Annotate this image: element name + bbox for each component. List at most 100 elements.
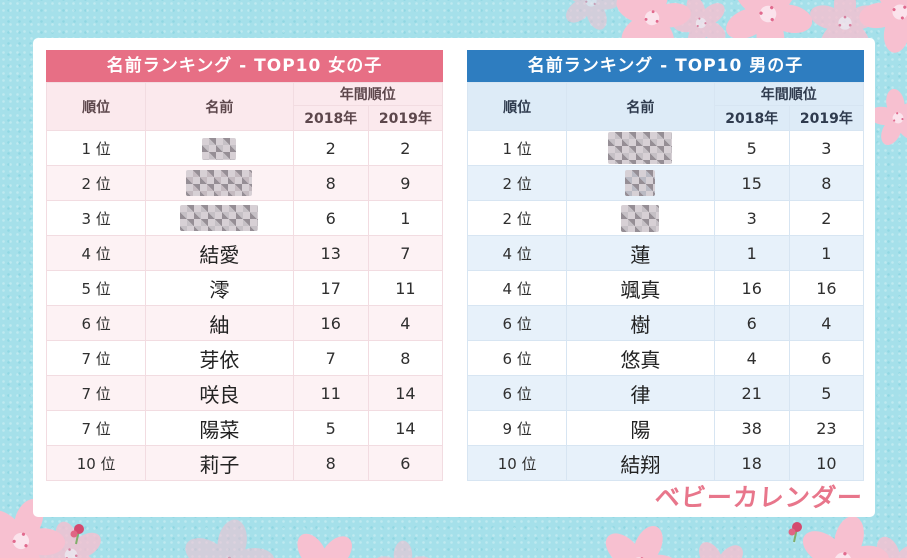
name-cell: 颯真 (566, 270, 715, 306)
censored-name-mosaic (202, 138, 237, 161)
table-row: 6 位律 21 5 (466, 375, 865, 411)
card: 名前ランキング - TOP10 女の子 順位 名前 年間順位 2018年 201… (33, 38, 875, 517)
sakura-blossom-icon (180, 518, 276, 558)
rank-cell: 2 位 (466, 200, 568, 236)
year-2018-cell: 4 (713, 340, 790, 376)
column-header-rank: 順位 (45, 82, 147, 131)
year-2018-cell: 6 (292, 200, 369, 236)
name-cell: 陽菜 (145, 410, 294, 446)
name-cell: 紬 (145, 305, 294, 341)
flower-bud-icon (70, 523, 85, 545)
table-row: 7 位陽菜 5 14 (45, 410, 444, 446)
sakura-blossom-icon (282, 528, 364, 558)
year-2019-cell: 3 (788, 130, 865, 166)
baby-calendar-logo: ベビーカレンダー (653, 483, 864, 512)
year-2019-cell: 1 (788, 235, 865, 271)
name-cell: 陽 (566, 410, 715, 446)
table-row: 5 位澪 17 11 (45, 270, 444, 306)
name-cell (145, 130, 294, 166)
year-2019-cell: 10 (788, 445, 865, 481)
girls-table-title: 名前ランキング - TOP10 女の子 (46, 50, 443, 82)
year-2019-cell: 5 (788, 375, 865, 411)
sakura-blossom-icon (686, 538, 752, 558)
year-2018-cell: 6 (713, 305, 790, 341)
rank-cell: 7 位 (45, 340, 147, 376)
name-cell: 結愛 (145, 235, 294, 271)
rank-cell: 10 位 (466, 445, 568, 481)
year-2019-cell: 4 (788, 305, 865, 341)
column-header-name: 名前 (566, 82, 715, 131)
girls-ranking-section: 名前ランキング - TOP10 女の子 順位 名前 年間順位 2018年 201… (45, 50, 444, 481)
year-2019-cell: 7 (367, 235, 444, 271)
rank-cell: 6 位 (466, 375, 568, 411)
rank-cell: 4 位 (45, 235, 147, 271)
column-header-2019: 2019年 (788, 105, 865, 131)
year-2019-cell: 14 (367, 410, 444, 446)
rank-cell: 1 位 (466, 130, 568, 166)
table-row: 7 位芽依 7 8 (45, 340, 444, 376)
rank-cell: 6 位 (466, 340, 568, 376)
year-2019-cell: 8 (788, 165, 865, 201)
year-2018-cell: 3 (713, 200, 790, 236)
year-2018-cell: 2 (292, 130, 369, 166)
flower-bud-icon (788, 521, 803, 543)
year-2018-cell: 8 (292, 165, 369, 201)
tables-container: 名前ランキング - TOP10 女の子 順位 名前 年間順位 2018年 201… (45, 50, 865, 481)
rank-cell: 3 位 (45, 200, 147, 236)
table-row: 7 位咲良 11 14 (45, 375, 444, 411)
censored-name-mosaic (608, 132, 673, 164)
girls-table-header: 順位 名前 年間順位 2018年 2019年 (45, 82, 444, 131)
boys-table-title: 名前ランキング - TOP10 男の子 (467, 50, 864, 82)
rank-cell: 6 位 (45, 305, 147, 341)
table-row: 6 位紬 16 4 (45, 305, 444, 341)
year-2018-cell: 13 (292, 235, 369, 271)
rank-cell: 7 位 (45, 375, 147, 411)
column-header-name: 名前 (145, 82, 294, 131)
year-2019-cell: 23 (788, 410, 865, 446)
name-cell: 莉子 (145, 445, 294, 481)
column-header-annual-rank: 年間順位 (713, 82, 865, 106)
name-cell: 咲良 (145, 375, 294, 411)
year-2019-cell: 14 (367, 375, 444, 411)
year-2018-cell: 7 (292, 340, 369, 376)
boys-ranking-section: 名前ランキング - TOP10 男の子 順位 名前 年間順位 2018年 201… (466, 50, 865, 481)
boys-table-header: 順位 名前 年間順位 2018年 2019年 (466, 82, 865, 131)
year-2018-cell: 18 (713, 445, 790, 481)
column-header-annual-rank: 年間順位 (292, 82, 444, 106)
name-cell: 澪 (145, 270, 294, 306)
name-cell (566, 200, 715, 236)
name-cell (145, 165, 294, 201)
year-2018-cell: 1 (713, 235, 790, 271)
rank-cell: 2 位 (466, 165, 568, 201)
column-header-2019: 2019年 (367, 105, 444, 131)
rank-cell: 10 位 (45, 445, 147, 481)
year-2018-cell: 17 (292, 270, 369, 306)
year-2018-cell: 8 (292, 445, 369, 481)
sakura-blossom-icon (372, 540, 434, 558)
censored-name-mosaic (180, 205, 259, 232)
column-header-rank: 順位 (466, 82, 568, 131)
sakura-blossom-icon (596, 522, 682, 558)
rank-cell: 7 位 (45, 410, 147, 446)
name-cell: 蓮 (566, 235, 715, 271)
year-2019-cell: 6 (367, 445, 444, 481)
censored-name-mosaic (186, 170, 253, 197)
year-2019-cell: 4 (367, 305, 444, 341)
table-row: 6 位悠真 4 6 (466, 340, 865, 376)
name-cell: 結翔 (566, 445, 715, 481)
rank-cell: 5 位 (45, 270, 147, 306)
year-2018-cell: 11 (292, 375, 369, 411)
year-2018-cell: 16 (713, 270, 790, 306)
table-row: 9 位陽 38 23 (466, 410, 865, 446)
year-2018-cell: 21 (713, 375, 790, 411)
rank-cell: 6 位 (466, 305, 568, 341)
rank-cell: 9 位 (466, 410, 568, 446)
year-2019-cell: 2 (367, 130, 444, 166)
